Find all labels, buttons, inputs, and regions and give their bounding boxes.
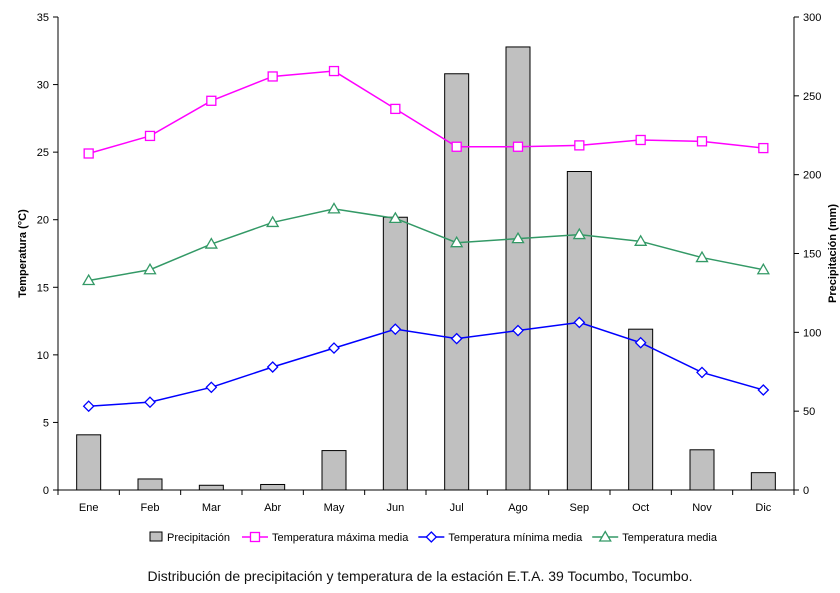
series-point	[83, 148, 94, 159]
right-tick-label: 150	[803, 249, 821, 261]
left-tick-label: 5	[43, 417, 49, 429]
precipitation-bar	[566, 171, 592, 491]
x-tick-label: Ene	[79, 502, 99, 514]
series-point	[512, 324, 524, 337]
chart-axes: 0 5 10 15 20 25 30 35 0 50 100 150 200 250 300 Ene Feb Ma…	[17, 12, 839, 514]
left-tick-label: 0	[43, 485, 49, 497]
right-tick-label: 0	[803, 485, 809, 497]
legend-label: Temperatura máxima media	[272, 532, 409, 544]
precipitation-bar	[689, 449, 715, 491]
x-tick-label: Abr	[264, 502, 281, 514]
series-line	[88, 321, 764, 407]
series-line	[88, 208, 764, 282]
series-point	[267, 71, 278, 82]
series-point	[573, 316, 586, 329]
series-point	[634, 234, 648, 246]
series-point	[388, 211, 402, 224]
series-point	[572, 227, 586, 240]
x-tick-label: Oct	[632, 502, 649, 514]
series-point	[143, 262, 157, 275]
precipitation-bar	[628, 328, 654, 491]
series-point	[635, 134, 646, 146]
left-tick-label: 20	[37, 215, 49, 227]
precipitation-bars	[76, 46, 776, 491]
precipitation-bar	[505, 46, 531, 491]
series-point	[390, 103, 401, 115]
precipitation-bar	[76, 434, 102, 491]
series-point	[266, 215, 280, 228]
right-tick-label: 200	[803, 170, 821, 182]
chart-svg: 0 5 10 15 20 25 30 35 0 50 100 150 200 250 300 Ene Feb Ma…	[17, 12, 839, 544]
x-tick-label: Nov	[692, 502, 712, 514]
x-tick-label: Ago	[508, 502, 528, 514]
series-point	[450, 332, 463, 345]
left-tick-label: 30	[37, 80, 49, 92]
series-point	[144, 396, 156, 409]
right-tick-label: 50	[803, 406, 815, 418]
series-point	[696, 136, 708, 147]
x-tick-label: Dic	[755, 502, 771, 514]
x-tick-label: Jul	[450, 502, 464, 514]
legend-label: Temperatura media	[622, 532, 718, 544]
series-point	[328, 65, 340, 77]
series-point	[327, 202, 341, 214]
series-point	[696, 366, 708, 379]
legend-marker	[598, 530, 612, 542]
right-tick-label: 100	[803, 327, 821, 339]
x-tick-label: Jun	[386, 502, 404, 514]
x-tick-label: Mar	[202, 502, 221, 514]
series-point	[511, 231, 525, 244]
precipitation-bar	[321, 450, 347, 491]
right-axis-title: Precipitación (mm)	[827, 204, 839, 303]
series-point	[204, 237, 218, 249]
left-tick-label: 10	[37, 350, 49, 362]
precipitation-bar	[382, 216, 408, 491]
series-point	[82, 273, 96, 286]
series-line	[88, 70, 764, 155]
right-tick-label: 250	[803, 91, 821, 103]
series-point	[451, 141, 462, 152]
x-tick-label: May	[324, 502, 345, 514]
legend-label: Temperatura mínima media	[448, 532, 583, 544]
series-point	[634, 336, 647, 349]
series-point	[758, 142, 769, 154]
chart-legend: Precipitación Temperatura máxima media Tem…	[149, 530, 718, 544]
series-point	[144, 130, 156, 142]
precipitation-bar	[260, 483, 286, 491]
series-point	[756, 262, 770, 275]
precipitation-bar	[198, 484, 224, 491]
precipitation-bar	[750, 472, 776, 491]
temperature-lines	[82, 65, 770, 413]
precipitation-bar	[137, 478, 163, 491]
series-point	[574, 140, 585, 151]
series-point	[328, 342, 340, 355]
series-point	[512, 141, 524, 152]
series-point	[82, 400, 95, 413]
legend-swatch	[149, 531, 163, 542]
legend-marker	[249, 531, 261, 543]
legend-label: Precipitación	[167, 532, 230, 544]
left-tick-label: 15	[37, 282, 49, 294]
legend-marker	[425, 531, 438, 543]
series-point	[266, 361, 279, 373]
left-tick-label: 35	[37, 12, 49, 24]
x-tick-label: Sep	[570, 502, 590, 514]
right-tick-label: 300	[803, 12, 821, 24]
x-tick-label: Feb	[141, 502, 160, 514]
series-point	[450, 235, 464, 248]
series-point	[206, 95, 217, 106]
left-tick-label: 25	[37, 147, 49, 159]
series-point	[695, 250, 709, 263]
series-point	[205, 381, 218, 394]
chart-caption: Distribución de precipitación y temperat…	[147, 568, 693, 584]
precipitation-bar	[444, 73, 470, 491]
left-axis-title: Temperatura (°C)	[17, 209, 29, 298]
series-point	[757, 384, 770, 396]
series-point	[389, 323, 402, 336]
